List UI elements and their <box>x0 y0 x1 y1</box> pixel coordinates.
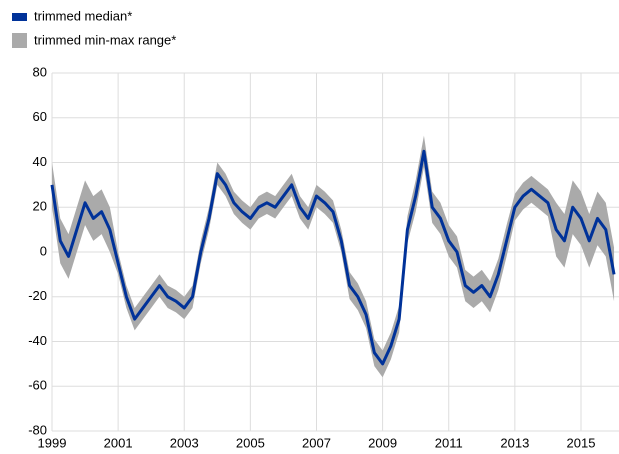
median-line <box>50 149 616 366</box>
x-tick-label: 2005 <box>236 435 265 450</box>
x-tick-label: 2003 <box>170 435 199 450</box>
y-tick-label: -80 <box>28 422 47 437</box>
y-tick-label: 40 <box>33 154 47 169</box>
y-tick-label: 20 <box>33 199 47 214</box>
x-tick-label: 2007 <box>302 435 331 450</box>
legend-swatch-median <box>12 13 27 21</box>
y-tick-label: -60 <box>28 378 47 393</box>
y-tick-label: 60 <box>33 109 47 124</box>
x-tick-label: 2001 <box>104 435 133 450</box>
x-tick-label: 2015 <box>567 435 596 450</box>
y-tick-label: 0 <box>40 243 47 258</box>
x-tick-label: 2009 <box>368 435 397 450</box>
x-tick-label: 1999 <box>38 435 67 450</box>
x-tick-label: 2011 <box>435 435 463 450</box>
legend-swatch-range <box>12 33 27 48</box>
legend-label: trimmed min-max range* <box>34 32 176 47</box>
legend-label: trimmed median* <box>34 8 132 23</box>
y-tick-label: -40 <box>28 333 47 348</box>
y-tick-label: -20 <box>28 288 47 303</box>
x-tick-label: 2013 <box>500 435 529 450</box>
y-tick-label: 80 <box>33 64 47 79</box>
